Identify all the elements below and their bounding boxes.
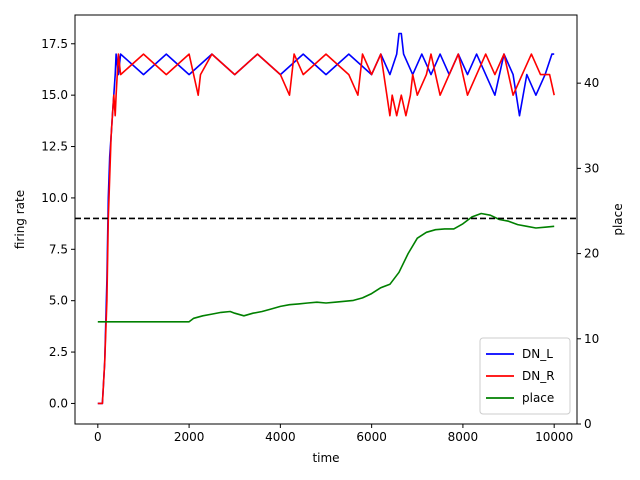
y-left-tick-label: 2.5 <box>49 345 68 359</box>
y-left-tick-label: 12.5 <box>41 140 68 154</box>
x-tick-label: 2000 <box>174 430 205 444</box>
x-axis-label: time <box>312 451 339 465</box>
y-right-tick-label: 40 <box>584 76 599 90</box>
x-tick-label: 10000 <box>535 430 573 444</box>
x-tick-label: 8000 <box>448 430 479 444</box>
series-line-dn-r <box>97 53 555 405</box>
plot-area <box>75 32 577 405</box>
y-right-tick-label: 20 <box>584 247 599 261</box>
y-left-tick-label: 0.0 <box>49 396 68 410</box>
x-tick-label: 4000 <box>265 430 296 444</box>
y-right-tick-label: 10 <box>584 332 599 346</box>
y-right-tick-label: 30 <box>584 161 599 175</box>
legend-label-dn-l: DN_L <box>522 347 553 361</box>
y-left-tick-label: 15.0 <box>41 88 68 102</box>
axes: 0 2000 4000 6000 8000 10000 0.0 2.5 5.0 7.5 10.0 12… <box>41 14 599 444</box>
y-axis-left-label: firing rate <box>13 190 27 249</box>
y-axis-right-label: place <box>611 203 625 235</box>
y-right-tick-label: 0 <box>584 417 592 431</box>
series-line-place <box>97 212 555 323</box>
x-tick-label: 0 <box>94 430 102 444</box>
plot-frame <box>74 14 578 425</box>
y-left-tick-label: 5.0 <box>49 294 68 308</box>
x-tick-label: 6000 <box>356 430 387 444</box>
y-left-tick-label: 7.5 <box>49 242 68 256</box>
y-left-tick-label: 17.5 <box>41 37 68 51</box>
legend-label-place: place <box>522 391 554 405</box>
legend-label-dn-r: DN_R <box>522 369 555 383</box>
legend-box <box>479 337 571 415</box>
y-left-tick-label: 10.0 <box>41 191 68 205</box>
